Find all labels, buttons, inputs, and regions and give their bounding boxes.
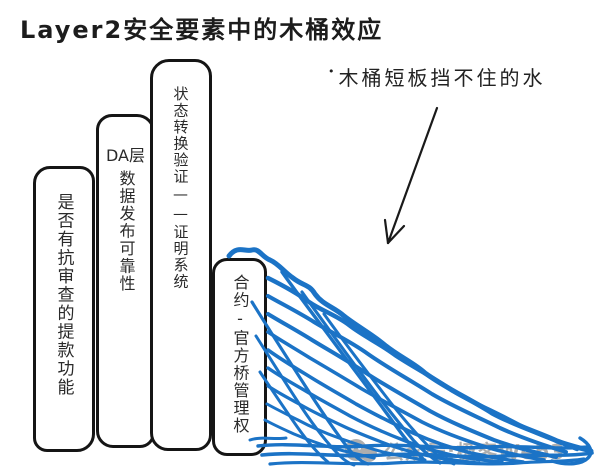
plank-label: 是否有抗审查的提款功能 bbox=[53, 193, 74, 397]
water-annotation: •木桶短板挡不住的水 bbox=[328, 62, 546, 91]
water-stroke bbox=[280, 270, 426, 462]
water-stroke bbox=[266, 294, 568, 454]
arrow-head bbox=[383, 218, 390, 245]
annotation-label: 木桶短板挡不住的水 bbox=[338, 66, 546, 90]
water-stroke bbox=[265, 275, 580, 452]
bullet-icon: • bbox=[328, 65, 338, 78]
watermark: 公众号:极客Web3 bbox=[344, 436, 565, 465]
page-title: Layer2安全要素中的木桶效应 bbox=[20, 16, 384, 44]
water-stroke bbox=[254, 334, 356, 467]
plank-label-head: DA层 bbox=[106, 146, 145, 165]
arrow-head bbox=[386, 224, 406, 245]
plank-proof-system: 状态转换验证——证明系统 bbox=[150, 59, 212, 451]
watermark-text: 公众号:极客Web3 bbox=[384, 440, 566, 464]
water-stroke bbox=[258, 370, 330, 464]
plank-label: 状态转换验证——证明系统 bbox=[171, 86, 190, 290]
arrow-shaft bbox=[386, 106, 439, 245]
plank-bridge-admin: 合约-官方桥管理权 bbox=[212, 258, 267, 456]
plank-label: 数据发布可靠性 bbox=[116, 170, 136, 293]
plank-da-availability: DA层数据发布可靠性 bbox=[96, 114, 155, 448]
annotation-arrow bbox=[383, 106, 439, 245]
wechat-icon bbox=[345, 438, 377, 462]
water-stroke bbox=[226, 247, 594, 454]
plank-label: 合约-官方桥管理权 bbox=[230, 274, 250, 435]
water-flow bbox=[226, 247, 594, 467]
plank-withdrawal-censorship: 是否有抗审查的提款功能 bbox=[33, 166, 95, 452]
